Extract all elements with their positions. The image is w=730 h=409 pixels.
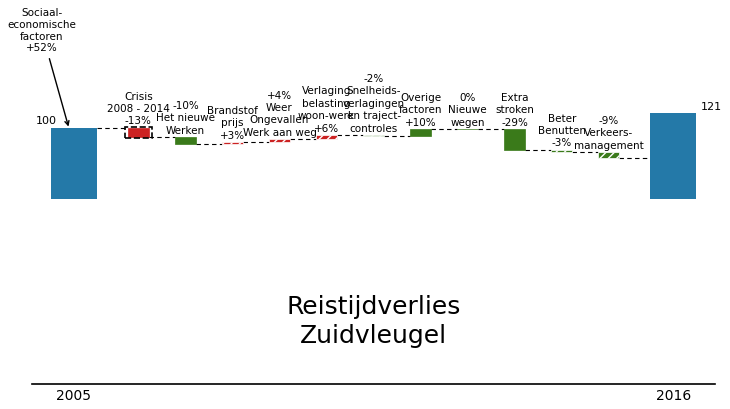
Text: -2%
Snelheids-
verlagingen
en traject-
controles: -2% Snelheids- verlagingen en traject- c… <box>342 74 404 134</box>
Text: 0%
Nieuwe
wegen: 0% Nieuwe wegen <box>448 93 487 128</box>
Text: -9%
Verkeers-
management: -9% Verkeers- management <box>574 116 644 151</box>
Bar <box>269 139 290 142</box>
Text: Beter
Benutten
-3%: Beter Benutten -3% <box>538 114 585 148</box>
Bar <box>51 128 97 199</box>
Bar <box>599 152 619 158</box>
Text: Verlaging
belasting
woon-werk
+6%: Verlaging belasting woon-werk +6% <box>298 86 355 134</box>
Bar <box>504 129 525 150</box>
Bar <box>128 128 149 137</box>
Text: 100: 100 <box>36 117 57 126</box>
Text: 121: 121 <box>701 101 722 112</box>
Bar <box>364 135 384 137</box>
Text: Crisis
2008 - 2014
-13%: Crisis 2008 - 2014 -13% <box>107 92 170 126</box>
Text: Reistijdverlies
Zuidvleugel: Reistijdverlies Zuidvleugel <box>286 294 461 348</box>
Text: Extra
stroken
-29%: Extra stroken -29% <box>495 93 534 128</box>
Bar <box>222 142 243 144</box>
Text: Sociaal-
economische
factoren
+52%: Sociaal- economische factoren +52% <box>7 9 76 125</box>
Bar <box>316 135 337 139</box>
Bar <box>125 127 152 138</box>
Text: -10%
Het nieuwe
Werken: -10% Het nieuwe Werken <box>156 101 215 136</box>
Bar <box>551 150 572 152</box>
Text: Brandstof
prijs
+3%: Brandstof prijs +3% <box>207 106 258 141</box>
Text: +4%
Weer
Ongevallen
Werk aan weg: +4% Weer Ongevallen Werk aan weg <box>242 91 316 138</box>
Bar <box>175 137 196 144</box>
Bar <box>410 129 431 137</box>
Bar <box>650 113 696 199</box>
Text: Overige
factoren
+10%: Overige factoren +10% <box>399 93 442 128</box>
